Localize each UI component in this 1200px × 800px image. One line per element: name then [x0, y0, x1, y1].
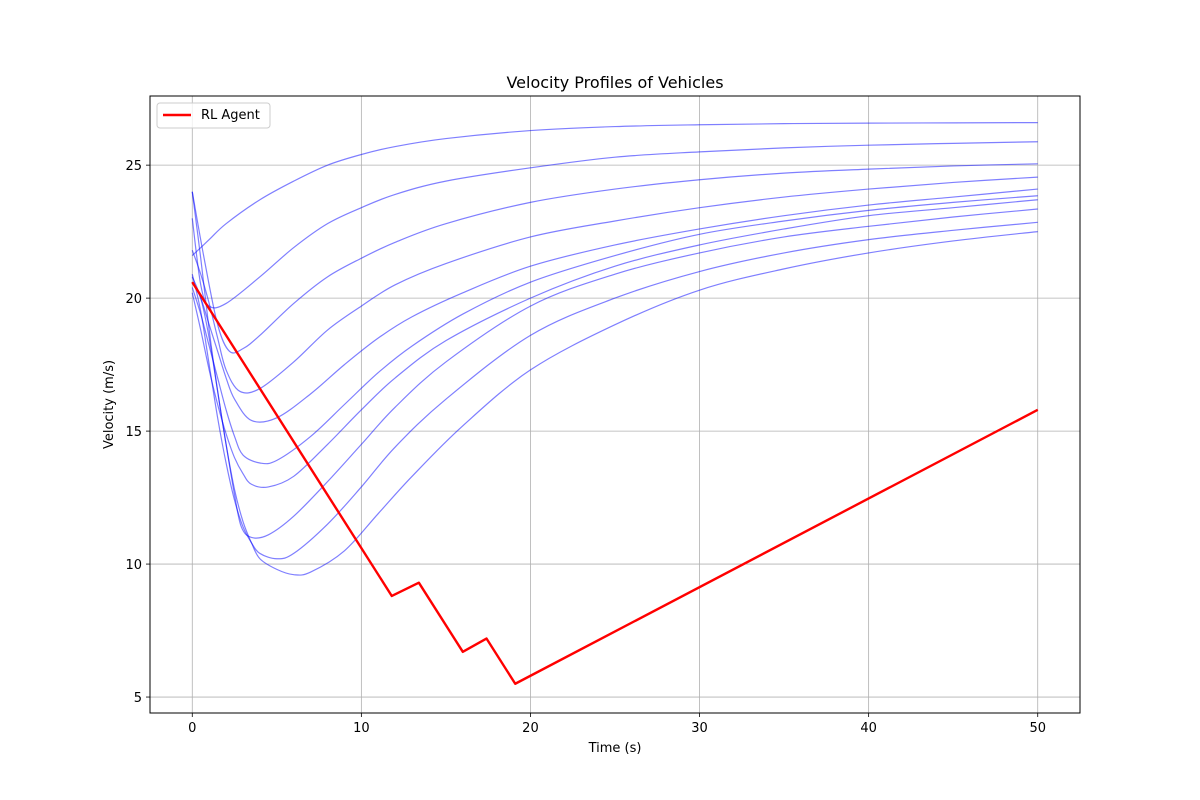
x-tick-label: 50: [1029, 721, 1046, 736]
x-tick-label: 20: [522, 721, 539, 736]
legend-label-rl-agent: RL Agent: [201, 108, 260, 123]
vehicle-velocity-line-9: [191, 221, 1038, 560]
vehicle-velocity-line-1: [191, 121, 1038, 257]
vehicle-velocity-line-2: [191, 141, 1038, 309]
chart-title: Velocity Profiles of Vehicles: [506, 73, 723, 92]
legend-box: [156, 102, 271, 129]
series-layer: [191, 121, 1039, 685]
rl-agent-velocity-line: [191, 281, 1039, 685]
y-tick-label: 10: [125, 558, 142, 573]
x-axis-label: Time (s): [588, 741, 642, 756]
y-tick-label: 5: [134, 691, 142, 706]
y-tick-label: 20: [125, 292, 142, 307]
tick-layer: 0 10 20 30 40 50 5 10 15 20 25: [125, 159, 1046, 736]
y-tick-label: 25: [125, 159, 142, 174]
x-tick-label: 10: [353, 721, 370, 736]
x-tick-label: 30: [691, 721, 708, 736]
vehicle-velocity-line-5: [191, 188, 1038, 423]
y-axis-label: Velocity (m/s): [102, 360, 117, 449]
vehicle-velocity-line-3: [191, 163, 1038, 354]
plot-frame: [149, 95, 1081, 714]
y-tick-label: 15: [125, 425, 142, 440]
vehicle-velocity-line-6: [191, 195, 1038, 465]
x-tick-label: 40: [860, 721, 877, 736]
vehicle-velocity-line-10: [191, 231, 1038, 576]
vehicle-velocity-line-4: [191, 176, 1038, 394]
legend: RL Agent: [156, 102, 271, 129]
x-tick-label: 0: [188, 721, 196, 736]
